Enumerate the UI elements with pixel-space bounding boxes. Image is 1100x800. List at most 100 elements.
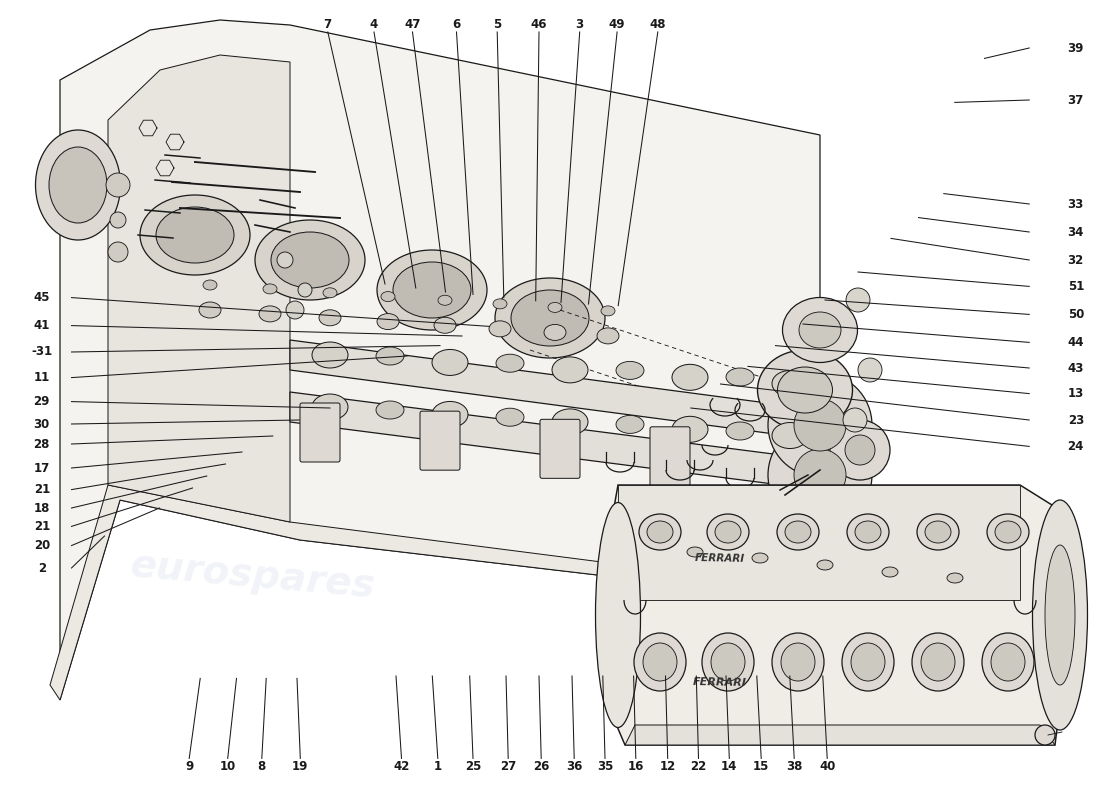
Circle shape — [794, 399, 846, 451]
Circle shape — [1035, 725, 1055, 745]
Ellipse shape — [376, 401, 404, 419]
Ellipse shape — [842, 633, 894, 691]
Ellipse shape — [817, 560, 833, 570]
Text: 2: 2 — [37, 562, 46, 574]
Ellipse shape — [996, 521, 1021, 543]
Circle shape — [286, 301, 304, 319]
FancyBboxPatch shape — [540, 419, 580, 478]
Ellipse shape — [258, 306, 280, 322]
Text: 38: 38 — [786, 760, 802, 773]
FancyBboxPatch shape — [300, 403, 340, 462]
Text: 24: 24 — [1068, 440, 1084, 453]
Ellipse shape — [752, 553, 768, 563]
Text: 7: 7 — [323, 18, 332, 30]
Ellipse shape — [715, 521, 741, 543]
Circle shape — [768, 373, 872, 477]
Polygon shape — [108, 55, 290, 522]
Ellipse shape — [917, 514, 959, 550]
Text: 46: 46 — [530, 18, 548, 30]
Circle shape — [277, 252, 293, 268]
Ellipse shape — [702, 633, 754, 691]
Ellipse shape — [921, 643, 955, 681]
Ellipse shape — [851, 643, 886, 681]
Ellipse shape — [496, 408, 524, 426]
Ellipse shape — [432, 402, 468, 427]
Ellipse shape — [616, 415, 644, 434]
Circle shape — [830, 420, 890, 480]
Text: 41: 41 — [34, 319, 50, 332]
Ellipse shape — [156, 207, 234, 263]
Text: 47: 47 — [405, 18, 420, 30]
Polygon shape — [618, 485, 1020, 600]
Text: 39: 39 — [1068, 42, 1084, 54]
Ellipse shape — [782, 298, 858, 362]
Text: 48: 48 — [649, 18, 666, 30]
Text: 37: 37 — [1068, 94, 1084, 106]
Ellipse shape — [758, 350, 852, 430]
Text: 17: 17 — [34, 462, 50, 474]
Text: 6: 6 — [452, 18, 461, 30]
Ellipse shape — [772, 633, 824, 691]
Ellipse shape — [726, 422, 754, 440]
Ellipse shape — [381, 291, 395, 302]
Polygon shape — [610, 485, 1060, 745]
Text: 9: 9 — [185, 760, 194, 773]
Circle shape — [846, 288, 870, 312]
Ellipse shape — [707, 514, 749, 550]
Polygon shape — [50, 470, 820, 700]
Circle shape — [106, 173, 130, 197]
Text: 34: 34 — [1068, 226, 1084, 238]
Ellipse shape — [434, 318, 456, 334]
Text: 51: 51 — [1068, 280, 1084, 293]
Ellipse shape — [312, 342, 348, 368]
Ellipse shape — [35, 130, 121, 240]
Ellipse shape — [688, 547, 703, 557]
Text: FERRARI: FERRARI — [695, 553, 745, 563]
Ellipse shape — [255, 220, 365, 300]
Circle shape — [108, 242, 128, 262]
Ellipse shape — [785, 521, 811, 543]
Ellipse shape — [644, 643, 676, 681]
Text: 11: 11 — [34, 371, 50, 384]
Text: 40: 40 — [820, 760, 835, 773]
Ellipse shape — [991, 643, 1025, 681]
Ellipse shape — [376, 347, 404, 365]
Text: 18: 18 — [34, 502, 50, 514]
Polygon shape — [290, 392, 820, 490]
Text: 13: 13 — [1068, 387, 1084, 400]
Ellipse shape — [552, 409, 589, 435]
Text: 15: 15 — [754, 760, 769, 773]
Ellipse shape — [947, 573, 962, 583]
Ellipse shape — [799, 312, 842, 348]
Circle shape — [843, 408, 867, 432]
Ellipse shape — [548, 302, 562, 313]
Circle shape — [298, 283, 312, 297]
Ellipse shape — [847, 514, 889, 550]
Circle shape — [110, 212, 126, 228]
Ellipse shape — [377, 250, 487, 330]
Text: -31: -31 — [31, 346, 53, 358]
Ellipse shape — [312, 394, 348, 420]
Ellipse shape — [552, 357, 589, 383]
Text: 32: 32 — [1068, 254, 1084, 266]
Ellipse shape — [544, 325, 566, 341]
Ellipse shape — [432, 350, 468, 375]
Ellipse shape — [199, 302, 221, 318]
Text: 20: 20 — [34, 539, 50, 552]
Text: 21: 21 — [34, 520, 50, 533]
Ellipse shape — [323, 288, 337, 298]
Ellipse shape — [616, 362, 644, 379]
Ellipse shape — [647, 521, 673, 543]
Circle shape — [858, 358, 882, 382]
Ellipse shape — [271, 232, 349, 288]
Ellipse shape — [50, 147, 107, 223]
Ellipse shape — [726, 368, 754, 386]
Text: 4: 4 — [370, 18, 378, 30]
Circle shape — [845, 435, 875, 465]
Ellipse shape — [496, 354, 524, 372]
Text: 28: 28 — [34, 438, 50, 450]
Text: FERRARI: FERRARI — [693, 677, 747, 687]
FancyBboxPatch shape — [420, 411, 460, 470]
Ellipse shape — [1045, 545, 1075, 685]
Text: 1: 1 — [433, 760, 442, 773]
